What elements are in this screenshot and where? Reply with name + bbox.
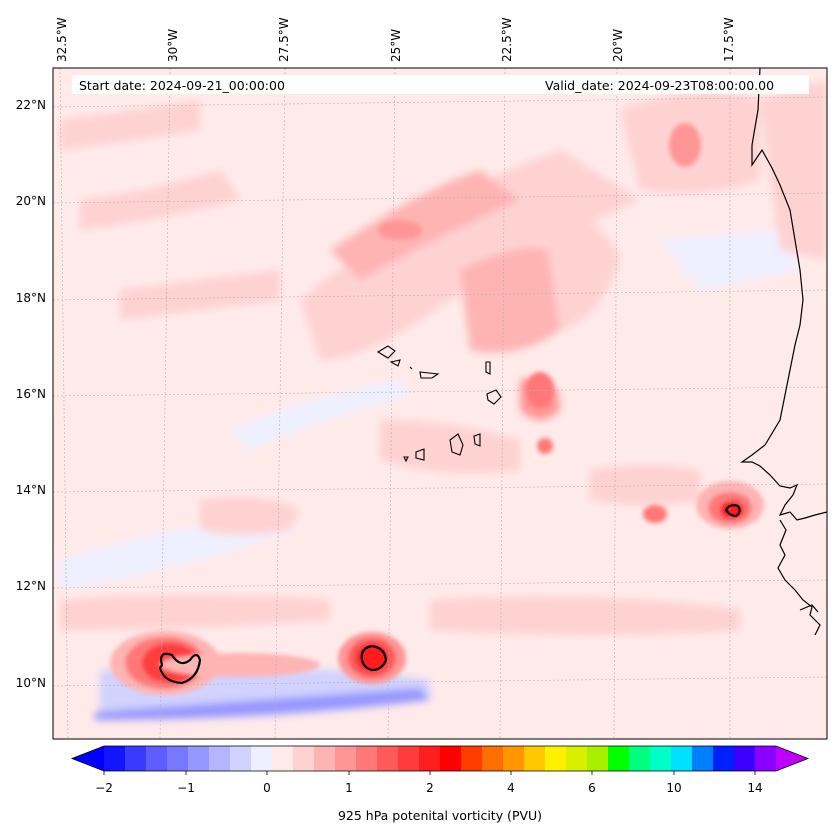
colorbar-tick-label: −1 <box>177 781 195 795</box>
colorbar-swatch <box>314 746 336 771</box>
colorbar-tick-label: −2 <box>95 781 113 795</box>
colorbar-swatch <box>692 746 714 771</box>
colorbar-swatch <box>461 746 483 771</box>
colorbar-swatch <box>125 746 147 771</box>
colorbar-swatch <box>482 746 504 771</box>
colorbar-tick-label: 0 <box>263 781 271 795</box>
colorbar-swatch <box>209 746 231 771</box>
colorbar-swatch <box>734 746 756 771</box>
colorbar-swatch <box>293 746 315 771</box>
lat-label-12n: 12°N <box>15 579 46 593</box>
colorbar-swatch <box>671 746 693 771</box>
colorbar-swatch <box>146 746 168 771</box>
colorbar-swatch <box>524 746 546 771</box>
lat-label-20n: 20°N <box>15 194 46 208</box>
colorbar-swatch <box>650 746 672 771</box>
colorbar-title: 925 hPa potenital vorticity (PVU) <box>337 808 543 823</box>
colorbar-swatch <box>188 746 210 771</box>
colorbar-swatch <box>251 746 273 771</box>
lon-label-25w: 25°W <box>389 28 403 62</box>
colorbar-tick-label: 4 <box>507 781 515 795</box>
colorbar-swatch <box>272 746 294 771</box>
lat-label-10n: 10°N <box>15 676 46 690</box>
lat-label-14n: 14°N <box>15 483 46 497</box>
colorbar-swatch <box>755 746 777 771</box>
lat-label-22n: 22°N <box>15 98 46 112</box>
lon-label-20w: 20°W <box>611 28 625 62</box>
lon-label-30w: 30°W <box>166 28 180 62</box>
lon-label-32.5w: 32.5°W <box>55 17 69 62</box>
lon-label-27.5w: 27.5°W <box>277 17 291 62</box>
valid-date-label: Valid_date: 2024-09-23T08:00:00.00 <box>545 78 775 93</box>
start-date-label: Start date: 2024-09-21_00:00:00 <box>79 78 285 93</box>
colorbar-swatch <box>356 746 378 771</box>
lon-label-17.5w: 17.5°W <box>722 17 736 62</box>
colorbar-swatch <box>503 746 525 771</box>
colorbar-swatch <box>440 746 462 771</box>
colorbar-swatch <box>608 746 630 771</box>
lon-label-22.5w: 22.5°W <box>500 17 514 62</box>
colorbar-over-arrow <box>776 746 808 771</box>
colorbar-swatch <box>566 746 588 771</box>
colorbar-tick-label: 2 <box>426 781 434 795</box>
colorbar-under-arrow <box>72 746 104 771</box>
colorbar-swatch <box>230 746 252 771</box>
colorbar-swatch <box>104 746 126 771</box>
colorbar-tick-label: 6 <box>588 781 596 795</box>
pv-field <box>53 68 827 739</box>
colorbar-swatch <box>377 746 399 771</box>
colorbar-swatch <box>587 746 609 771</box>
colorbar-swatch <box>629 746 651 771</box>
colorbar-swatch <box>419 746 441 771</box>
colorbar-swatch <box>545 746 567 771</box>
date-banner-bg <box>72 75 809 94</box>
colorbar-tick-label: 14 <box>747 781 763 795</box>
colorbar-tick-label: 10 <box>666 781 682 795</box>
colorbar-swatch <box>335 746 357 771</box>
lat-label-18n: 18°N <box>15 291 46 305</box>
colorbar-swatch <box>398 746 420 771</box>
colorbar <box>70 745 810 775</box>
map-frame <box>52 67 828 740</box>
colorbar-swatch <box>713 746 735 771</box>
colorbar-tick-label: 1 <box>345 781 353 795</box>
colorbar-swatch <box>167 746 189 771</box>
lat-label-16n: 16°N <box>15 387 46 401</box>
